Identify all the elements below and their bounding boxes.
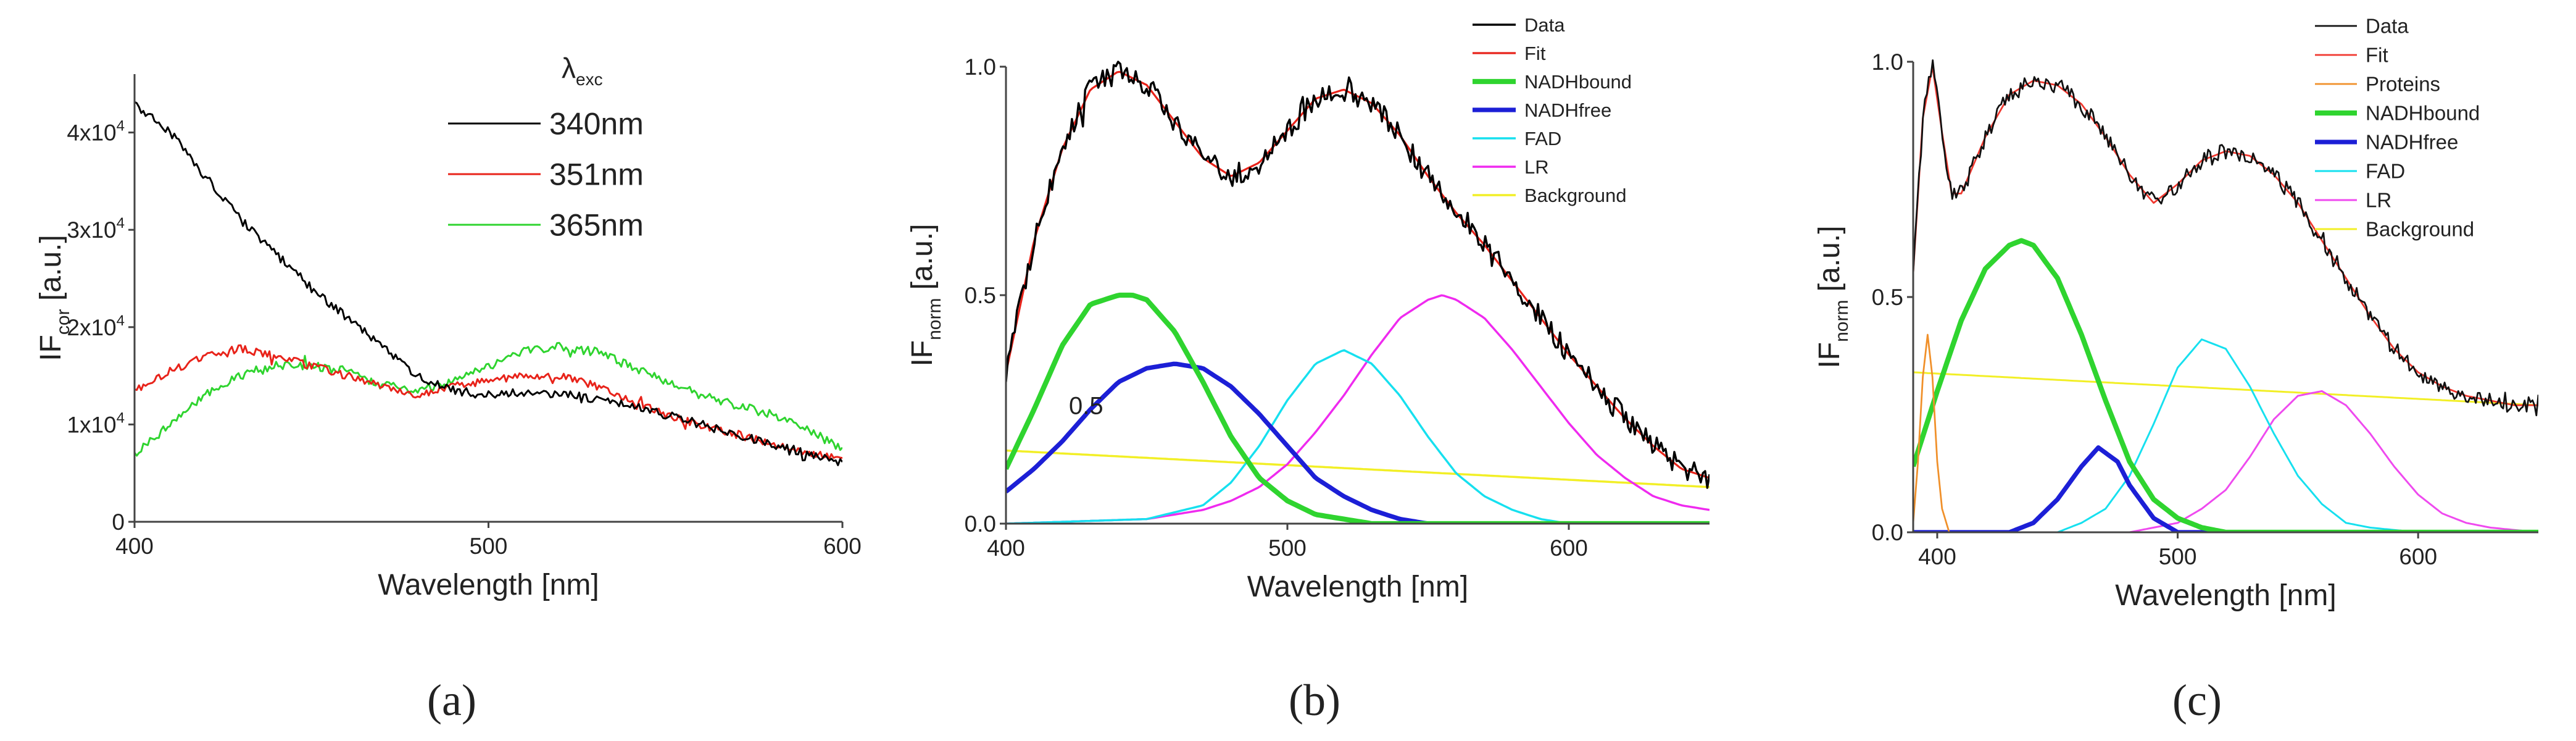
x-tick-label: 600 [1550,535,1588,561]
panel-caption: (c) [2172,676,2222,725]
series-line-lr [1006,294,1710,524]
panel-c: 400 500 600 0.0 0.5 1.0 Wavelength [nm] IFnorm … [1813,15,2538,725]
x-axis-label: Wavelength [nm] [2115,579,2336,612]
x-axis-label: Wavelength [nm] [378,569,599,601]
series-line-background [1006,449,1710,488]
annotation-label: 0.5 [1069,392,1103,419]
y-tick-label: 1.0 [1872,49,1903,75]
series-line-fad [1913,338,2538,532]
y-tick-label: 3x104 [67,215,125,243]
legend-label-nadhfree: NADHfree [1524,99,1611,121]
y-axis-label: IFnorm [a.u.] [906,224,945,366]
series-line-nadhfree [1913,445,2538,532]
legend-label-nadhbound: NADHbound [2366,102,2480,125]
series-line-proteins [1913,333,2538,532]
legend-label-lr: LR [2366,189,2391,212]
legend-label-351nm: 351nm [549,157,644,192]
x-tick-label: 400 [1918,544,1956,569]
x-tick-label: 400 [987,535,1025,561]
legend-label-fit: Fit [2366,44,2388,67]
legend-label-background: Background [2366,218,2474,241]
y-tick-label: 2x104 [67,312,125,340]
series-line-351nm [135,344,842,461]
legend-label-fad: FAD [1524,128,1561,149]
legend-label-lr: LR [1524,156,1549,178]
x-tick-label: 600 [823,534,862,559]
y-tick-label: 1x104 [67,409,125,437]
series-line-fad [1006,349,1710,524]
series-line-nadhbound [1006,292,1710,524]
y-tick-label: 0.0 [1872,520,1903,545]
series-line-365nm [135,341,842,457]
x-axis-label: Wavelength [nm] [1247,571,1468,603]
legend-label-nadhfree: NADHfree [2366,131,2458,154]
series-line-data [1913,59,2538,417]
series-line-lr [1913,390,2538,532]
legend-label-fad: FAD [2366,160,2405,183]
y-tick-label: 0.5 [965,283,996,308]
panel-a: 400 500 600 0 1x104 2x104 3x104 4x104 Wavelength… [35,52,862,725]
legend: Data Fit Proteins NADHbound NADHfree FAD LR Bac… [2315,15,2480,241]
series-group [135,101,842,466]
x-tick-label: 600 [2399,544,2437,569]
x-tick-label: 400 [115,534,154,559]
series-line-data [1006,61,1710,489]
legend-label-365nm: 365nm [549,208,644,243]
legend-label-340nm: 340nm [549,107,644,141]
legend-label-proteins: Proteins [2366,73,2440,96]
series-line-340nm [135,101,842,466]
series-line-nadhbound [1913,238,2538,532]
legend-label-data: Data [2366,15,2409,38]
legend-label-data: Data [1524,14,1565,36]
y-tick-label: 0 [112,509,125,535]
panel-caption: (a) [427,676,476,725]
y-tick-label: 0.5 [1872,285,1903,310]
y-axis-label: IFnorm [a.u.] [1813,225,1852,368]
series-group [1006,61,1710,524]
legend-label-background: Background [1524,185,1626,206]
legend-title: λexc [562,52,603,89]
series-group [1913,59,2538,532]
legend: λexc 340nm 351nm 365nm [448,52,644,243]
y-axis-label: IFcor [a.u.] [35,235,73,361]
legend-label-nadhbound: NADHbound [1524,71,1632,93]
series-line-background [1913,371,2538,406]
x-tick-label: 500 [1268,535,1307,561]
x-tick-label: 500 [2159,544,2197,569]
x-tick-label: 500 [470,534,508,559]
y-tick-label: 0.0 [965,511,996,537]
panel-caption: (b) [1289,676,1340,725]
legend: Data Fit NADHbound NADHfree FAD LR Background [1473,14,1632,206]
y-tick-label: 1.0 [965,54,996,80]
series-line-nadhfree [1006,361,1710,524]
y-tick-label: 4x104 [67,118,125,146]
series-line-fit [1006,70,1710,479]
legend-label-fit: Fit [1524,43,1546,64]
panel-b: 400 500 600 0.0 0.5 1.0 Wavelength [nm] IFnorm … [906,14,1710,725]
